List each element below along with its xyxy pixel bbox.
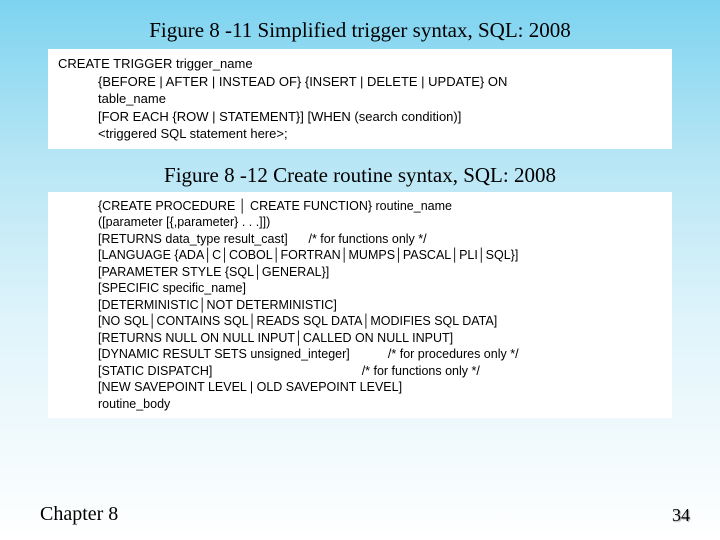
- trigger-syntax-box: CREATE TRIGGER trigger_name {BEFORE | AF…: [48, 49, 672, 149]
- code-line: [RETURNS data_type result_cast] /* for f…: [58, 231, 662, 248]
- code-line: [DETERMINISTIC│NOT DETERMINISTIC]: [58, 297, 662, 314]
- chapter-label: Chapter 8: [40, 503, 118, 526]
- routine-syntax-box: {CREATE PROCEDURE │ CREATE FUNCTION} rou…: [48, 192, 672, 419]
- page-number: 34: [672, 505, 690, 526]
- code-line: [LANGUAGE {ADA│C│COBOL│FORTRAN│MUMPS│PAS…: [58, 247, 662, 264]
- code-line: [NEW SAVEPOINT LEVEL | OLD SAVEPOINT LEV…: [58, 379, 662, 396]
- code-line: [RETURNS NULL ON NULL INPUT│CALLED ON NU…: [58, 330, 662, 347]
- code-line: {BEFORE | AFTER | INSTEAD OF} {INSERT | …: [58, 73, 662, 91]
- figure-title-2: Figure 8 -12 Create routine syntax, SQL:…: [0, 149, 720, 192]
- code-line: CREATE TRIGGER trigger_name: [58, 55, 662, 73]
- code-line: [DYNAMIC RESULT SETS unsigned_integer] /…: [58, 346, 662, 363]
- code-line: ([parameter [{,parameter} . . .]]): [58, 214, 662, 231]
- code-line: {CREATE PROCEDURE │ CREATE FUNCTION} rou…: [58, 198, 662, 215]
- code-line: [NO SQL│CONTAINS SQL│READS SQL DATA│MODI…: [58, 313, 662, 330]
- code-line: routine_body: [58, 396, 662, 413]
- figure-title-1: Figure 8 -11 Simplified trigger syntax, …: [0, 0, 720, 49]
- code-line: [SPECIFIC specific_name]: [58, 280, 662, 297]
- code-line: [STATIC DISPATCH] /* for functions only …: [58, 363, 662, 380]
- code-line: table_name: [58, 90, 662, 108]
- code-line: <triggered SQL statement here>;: [58, 125, 662, 143]
- code-line: [PARAMETER STYLE {SQL│GENERAL}]: [58, 264, 662, 281]
- code-line: [FOR EACH {ROW | STATEMENT}] [WHEN (sear…: [58, 108, 662, 126]
